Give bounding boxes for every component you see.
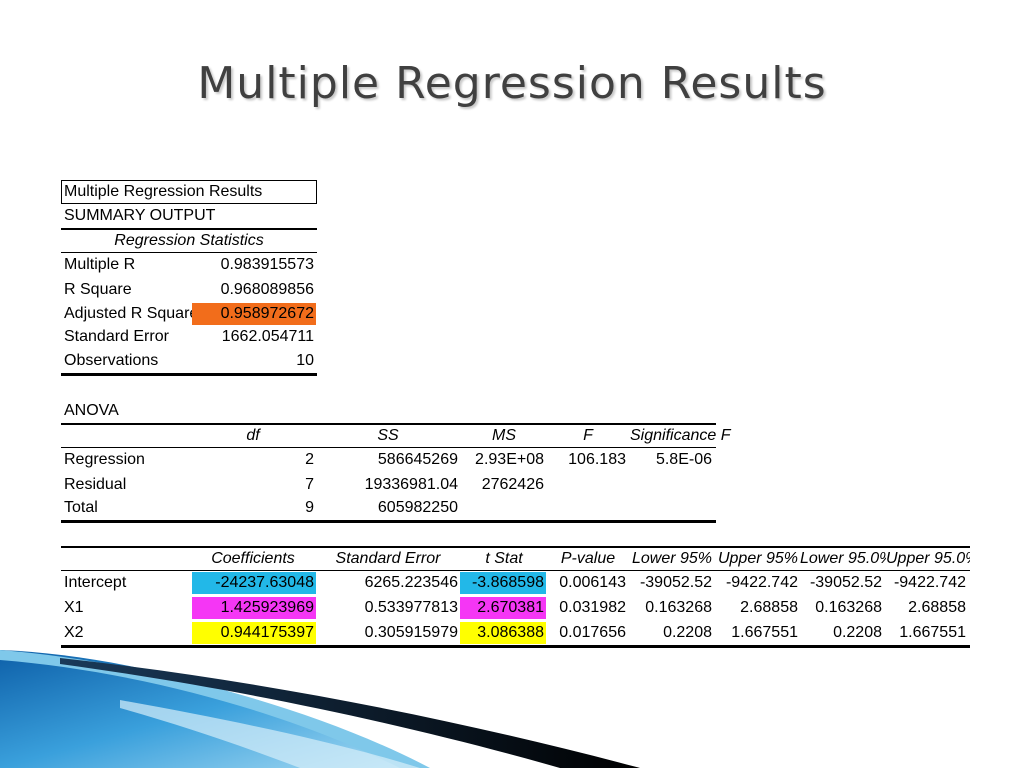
coef-label-x2: X2 [64, 624, 84, 641]
stat-label-adjusted-r-square: Adjusted R Square [64, 305, 192, 322]
anova-cell: 605982250 [377, 499, 458, 516]
rule [61, 252, 317, 253]
swoosh-dark [60, 658, 640, 768]
coef-cell: 6265.223546 [364, 574, 458, 591]
coef-cell: 0.017656 [559, 624, 626, 641]
stat-label-multiple-r: Multiple R [64, 256, 136, 273]
rule [61, 447, 716, 448]
swoosh-light [0, 650, 430, 768]
stat-value-standard-error: 1662.054711 [221, 328, 314, 345]
coef-value-x2: 0.944175397 [192, 622, 316, 644]
stat-value-observations: 10 [296, 352, 314, 369]
stat-value-r-square: 0.968089856 [220, 281, 314, 298]
coef-cell: 0.031982 [559, 599, 626, 616]
coef-header-lower-95-0: Lower 95.0% [800, 550, 886, 567]
anova-title: ANOVA [64, 402, 119, 419]
anova-header-f: F [583, 427, 593, 444]
coef-cell: 0.533977813 [364, 599, 458, 616]
coef-label-intercept: Intercept [64, 574, 127, 591]
anova-header-significance-f: Significance F [630, 427, 731, 444]
rule [61, 228, 317, 230]
anova-cell: 9 [305, 499, 314, 516]
anova-label-residual: Residual [64, 476, 127, 493]
anova-cell: 586645269 [377, 451, 458, 468]
t-stat-x2: 3.086388 [460, 622, 546, 644]
coef-cell: -9422.742 [725, 574, 798, 591]
anova-cell: 5.8E-06 [655, 451, 712, 468]
stat-label-r-square: R Square [64, 281, 132, 298]
anova-cell: 2.93E+08 [475, 451, 544, 468]
anova-cell: 106.183 [568, 451, 626, 468]
rule [61, 520, 716, 523]
coef-value-intercept: -24237.63048 [192, 572, 316, 594]
t-stat-intercept: -3.868598 [460, 572, 546, 594]
anova-label-total: Total [64, 499, 98, 516]
anova-header-ms: MS [492, 427, 516, 444]
swoosh-highlight [120, 700, 420, 768]
rule [61, 645, 970, 648]
coef-cell: 0.2208 [663, 624, 712, 641]
anova-cell: 2 [305, 451, 314, 468]
coef-value-x1: 1.425923969 [192, 597, 316, 619]
stat-label-observations: Observations [64, 352, 159, 369]
coef-label-x1: X1 [64, 599, 84, 616]
coef-cell: 2.68858 [908, 599, 966, 616]
coef-cell: -39052.52 [809, 574, 882, 591]
regression-statistics-header: Regression Statistics [114, 232, 264, 249]
t-stat-x1: 2.670381 [460, 597, 546, 619]
coef-header-p-value: P-value [560, 550, 616, 567]
coef-cell: 2.68858 [740, 599, 798, 616]
rule [61, 423, 716, 425]
box-title-border [61, 180, 317, 204]
stat-label-standard-error: Standard Error [64, 328, 169, 345]
coef-cell: -39052.52 [639, 574, 712, 591]
coef-cell: -9422.742 [893, 574, 966, 591]
coef-header-t-stat: t Stat [485, 550, 523, 567]
anova-cell: 7 [305, 476, 314, 493]
rule [61, 570, 970, 571]
coef-header-upper-95-0: Upper 95.0% [886, 550, 970, 567]
coef-cell: 1.667551 [731, 624, 798, 641]
coef-cell: 0.163268 [815, 599, 882, 616]
anova-header-df: df [246, 427, 260, 444]
stat-value-multiple-r: 0.983915573 [220, 256, 314, 273]
coef-header-upper-95: Upper 95% [717, 550, 799, 567]
coef-cell: 0.305915979 [364, 624, 458, 641]
box-title: Multiple Regression Results [64, 183, 263, 200]
coef-cell: 1.667551 [899, 624, 966, 641]
coef-cell: 0.2208 [833, 624, 882, 641]
anova-label-regression: Regression [64, 451, 145, 468]
summary-output-label: SUMMARY OUTPUT [64, 207, 216, 224]
coef-header-standard-error: Standard Error [335, 550, 441, 567]
anova-cell: 19336981.04 [364, 476, 458, 493]
anova-cell: 2762426 [481, 476, 544, 493]
stat-value-adjusted-r-square: 0.958972672 [192, 303, 316, 325]
coef-cell: 0.006143 [559, 574, 626, 591]
rule [61, 373, 317, 376]
anova-header-ss: SS [377, 427, 399, 444]
rule [61, 546, 970, 548]
coef-header-lower-95: Lower 95% [631, 550, 713, 567]
slide-title: Multiple Regression Results [197, 58, 827, 109]
swoosh-blue [0, 650, 420, 768]
coef-cell: 0.163268 [645, 599, 712, 616]
coef-header-coefficients: Coefficients [211, 550, 295, 567]
